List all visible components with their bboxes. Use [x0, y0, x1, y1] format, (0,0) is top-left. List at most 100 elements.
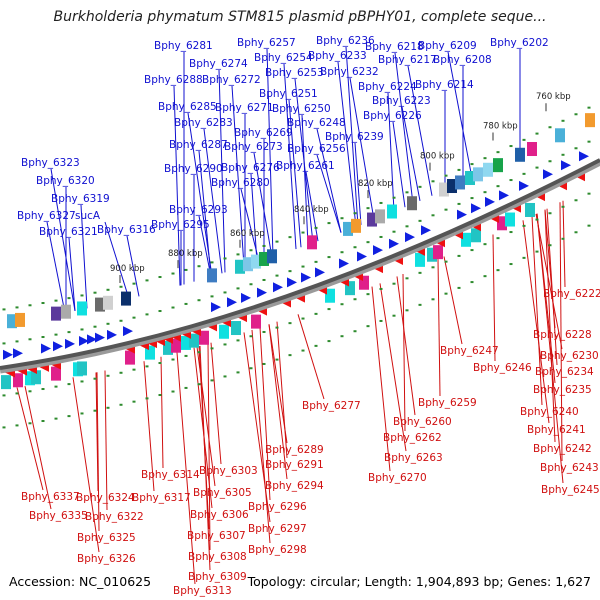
gc-dot — [327, 222, 331, 225]
gc-dot — [418, 303, 422, 306]
gc-dot — [171, 306, 175, 309]
gc-dot — [223, 375, 227, 378]
gc-dot — [483, 275, 487, 278]
gc-dot — [509, 231, 513, 234]
gene-label-lower: Bphy_6297 — [248, 523, 307, 535]
gc-dot — [249, 367, 253, 370]
gc-dot — [418, 219, 422, 222]
gc-dot — [548, 126, 552, 129]
gene-feature — [77, 301, 87, 316]
gene-label-lower: Bphy_6242 — [533, 443, 592, 455]
gc-dot — [353, 330, 357, 333]
gc-dot — [80, 328, 84, 331]
gene-label-lower: Bphy_6230 — [540, 350, 599, 362]
gene-feature — [145, 345, 155, 360]
gc-dot — [197, 299, 201, 302]
gc-dot — [496, 269, 500, 272]
label-connector — [251, 329, 271, 544]
gc-dot — [379, 319, 383, 322]
gc-dot — [301, 231, 305, 234]
gene-feature — [0, 375, 11, 390]
gc-dot — [509, 179, 513, 182]
forward-cds-arrow — [65, 338, 75, 349]
gc-dot — [535, 218, 539, 221]
gene-label-upper: Bphy_6233 — [308, 50, 367, 62]
map-title: Burkholderia phymatum STM815 plasmid pBP… — [53, 9, 547, 25]
gc-dot — [119, 403, 123, 406]
label-connector — [536, 213, 564, 484]
gc-dot — [509, 145, 513, 148]
gc-dot — [197, 265, 201, 268]
gene-labels: Bphy_6281 Bphy_6257 Bphy_6236Bphy_6218Bphy… — [17, 35, 600, 597]
gc-dot — [561, 119, 565, 122]
gene-feature — [473, 167, 483, 182]
tick-label: 780 kbp — [483, 121, 518, 131]
label-connector — [297, 314, 325, 400]
gc-dot — [80, 294, 84, 297]
gene-label-upper: Bphy_6327 — [17, 210, 76, 222]
gc-dot — [2, 308, 6, 311]
summary-text: Topology: circular; Length: 1,904,893 bp… — [247, 574, 591, 589]
gc-dot — [366, 241, 370, 244]
label-connector — [240, 188, 260, 262]
gc-dot — [379, 201, 383, 204]
gene-label-upper: Bphy_6223 — [372, 95, 431, 107]
gc-dot — [470, 249, 474, 252]
gene-label-upper: Bphy_6280 — [211, 177, 270, 189]
gc-dot — [132, 282, 136, 285]
tick-label: 840 kbp — [294, 205, 329, 215]
gene-feature — [51, 306, 61, 321]
gene-feature — [433, 245, 443, 260]
gene-label-lower: Bphy_6335 — [29, 510, 88, 522]
gc-dot — [145, 365, 149, 368]
label-connector — [535, 213, 563, 350]
gc-dot — [288, 236, 292, 239]
gc-dot — [392, 282, 396, 285]
gc-dot — [496, 185, 500, 188]
gc-dot — [210, 347, 214, 350]
gene-feature — [497, 216, 507, 231]
gc-dot — [366, 207, 370, 210]
gc-dot — [431, 298, 435, 301]
gene-label-upper: Bphy_6224 — [358, 81, 417, 93]
gene-feature — [527, 142, 537, 157]
gene-label-upper: Bphy_6236 — [316, 35, 375, 47]
gc-dot — [106, 322, 110, 325]
gc-dot — [496, 237, 500, 240]
gene-feature — [525, 202, 535, 217]
gc-dot — [184, 302, 188, 305]
gene-feature — [483, 162, 493, 177]
label-connector — [396, 276, 416, 416]
gc-dot — [262, 362, 266, 365]
forward-cds-arrow — [257, 287, 267, 298]
tick-label: 880 kbp — [168, 249, 203, 259]
gc-dot — [353, 212, 357, 215]
gene-label-lower: Bphy_6291 — [265, 459, 324, 471]
label-connector — [210, 342, 222, 465]
label-connector — [24, 386, 52, 510]
gc-dot — [366, 325, 370, 328]
forward-cds-arrow — [405, 232, 415, 243]
gc-dot — [535, 250, 539, 253]
gc-dot — [483, 191, 487, 194]
gc-dot — [67, 383, 71, 386]
label-connector — [447, 51, 473, 179]
label-connector — [392, 121, 406, 208]
gc-dot — [457, 202, 461, 205]
gene-feature — [267, 249, 277, 264]
gene-label-upper: Bphy_6321 — [39, 226, 98, 238]
label-connector — [394, 52, 414, 204]
gc-dot — [444, 208, 448, 211]
gc-dot — [405, 225, 409, 228]
forward-cds-arrow — [79, 336, 89, 347]
gene-label-upper: Bphy_6253 — [265, 67, 324, 79]
gc-dot — [340, 251, 344, 254]
gc-dot — [145, 313, 149, 316]
gene-feature — [375, 209, 385, 224]
label-connector — [559, 202, 563, 462]
gene-feature — [15, 312, 25, 327]
gene-label-lower: Bphy_6259 — [418, 397, 477, 409]
gene-label-lower: Bphy_6235 — [533, 384, 592, 396]
forward-cds-arrow — [485, 196, 495, 207]
